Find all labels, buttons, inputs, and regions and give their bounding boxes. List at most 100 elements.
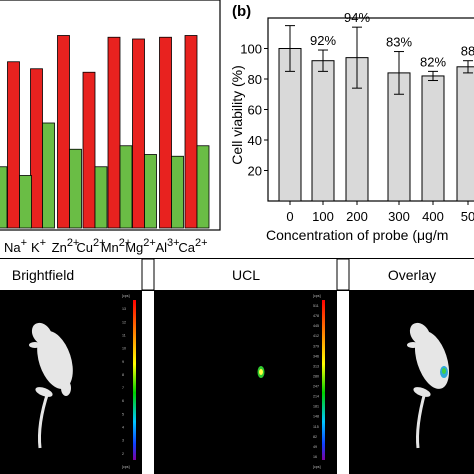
image-gap-2	[337, 291, 349, 474]
ion-selectivity-chart: xNa+K+Zn2+Cu2+Mn2+Mg2+Al3+Ca2+	[0, 0, 221, 255]
data-label-3: 83%	[386, 35, 412, 50]
scale-left-label-0: [cps]	[122, 294, 130, 298]
scale-left-label-11: 3	[122, 439, 124, 443]
scale-left-label-7: 7	[122, 386, 124, 390]
overlay-spot	[440, 366, 448, 378]
bar-a-s1-8	[196, 145, 210, 229]
scale-left-label-9: 5	[122, 412, 124, 416]
scale-right-label-16: 16	[313, 455, 317, 459]
scale-right-label-3: 445	[313, 324, 319, 328]
data-label-4: 82%	[420, 54, 446, 69]
bar-a-s0-7	[159, 36, 172, 229]
bar-b-4	[421, 75, 445, 202]
header-divider-1	[141, 258, 155, 291]
scale-right-label-5: 379	[313, 344, 319, 348]
scale-left-label-12: 2	[122, 452, 124, 456]
tick-label-a-1: Na+	[4, 237, 27, 255]
bar-a-s1-3	[69, 148, 82, 229]
tick-label-a-3: Zn2+	[52, 237, 80, 255]
imaging-panels: Brightfield UCL Overlay	[0, 258, 474, 474]
scale-right-label-13: 115	[313, 425, 319, 429]
scale-right-label-14: 82	[313, 435, 317, 439]
mouse-silhouette-brightfield	[29, 322, 73, 449]
bar-a-s1-1	[19, 175, 32, 229]
scale-right-label-7: 313	[313, 364, 319, 368]
bar-a-s1-4	[94, 166, 108, 229]
ucl-image	[154, 291, 337, 474]
colorscale-bar-right	[322, 300, 325, 460]
bar-a-s1-0	[0, 166, 8, 229]
scale-right-label-2: 478	[313, 314, 319, 318]
tick-label-a-2: K+	[31, 237, 46, 255]
tick-label-a-6: Mg2+	[125, 237, 156, 255]
x-axis-label: Concentration of probe (μg/m	[266, 227, 448, 243]
x-tick-label-4: 400	[422, 209, 444, 224]
brightfield-image	[0, 291, 142, 474]
chart-a-frame	[0, 0, 221, 231]
x-tick-label-5: 50	[461, 209, 474, 224]
bar-a-s1-6	[144, 154, 157, 229]
scale-right-label-4: 412	[313, 334, 319, 338]
bar-a-s1-7	[171, 155, 184, 229]
bar-b-1	[311, 60, 335, 202]
x-tick-label-2: 200	[346, 209, 368, 224]
scale-right-label-15: 49	[313, 445, 317, 449]
bar-a-s1-2	[42, 122, 55, 229]
x-tick-label-1: 100	[312, 209, 334, 224]
tick-label-a-5: Mn2+	[101, 237, 132, 255]
scale-right-label-9: 247	[313, 385, 319, 389]
error-bar-0	[285, 25, 295, 72]
header-ucl: UCL	[232, 267, 260, 283]
y-axis-label: Cell viability (%)	[229, 65, 245, 165]
scale-left-label-10: 4	[122, 426, 124, 430]
bar-a-s0-1	[7, 61, 20, 229]
scale-left-label-13: [cps]	[122, 465, 130, 469]
scale-left-label-5: 9	[122, 360, 124, 364]
scale-left-label-1: 13	[122, 307, 126, 311]
bar-a-s0-5	[107, 36, 121, 229]
scale-left-label-4: 10	[122, 347, 126, 351]
scale-right-label-6: 346	[313, 354, 319, 358]
error-bar-3	[394, 51, 404, 95]
bar-a-s0-2	[30, 68, 43, 229]
scale-right-label-12: 148	[313, 415, 319, 419]
overlay-image	[349, 291, 474, 474]
bar-a-s1-5	[119, 145, 133, 229]
y-tick-label-2: 60	[248, 103, 262, 118]
scale-left-label-3: 11	[122, 333, 126, 337]
data-label-2: 94%	[344, 10, 370, 25]
colorscale-bar-left	[133, 300, 136, 460]
header-brightfield: Brightfield	[12, 267, 74, 283]
scale-left-label-2: 12	[122, 320, 126, 324]
scale-right-label-0: [cps]	[313, 294, 321, 298]
header-divider-2	[336, 258, 350, 291]
cell-viability-chart: 92% 94% 83% 82% 88 20 40 60 80 100 0 100 200 300 400…	[229, 10, 474, 243]
data-label-1: 92%	[310, 33, 336, 48]
tick-label-a-7: Al3+	[155, 237, 179, 255]
y-tick-label-3: 80	[248, 72, 262, 87]
scale-left-label-8: 6	[122, 399, 124, 403]
bar-a-s0-8	[184, 35, 198, 229]
error-bar-2	[352, 26, 362, 89]
bar-a-s0-4	[82, 71, 96, 229]
bar-a-s0-6	[132, 38, 145, 229]
scale-right-label-8: 280	[313, 374, 319, 378]
y-tick-label-4: 100	[240, 42, 262, 57]
scale-right-label-17: [cps]	[313, 465, 321, 469]
tick-label-a-8: Ca2+	[178, 237, 207, 255]
image-gap-1	[142, 291, 154, 474]
panel-b-label: (b)	[232, 3, 251, 20]
y-tick-label-0: 20	[248, 164, 262, 179]
luminescence-spot	[257, 366, 265, 378]
x-tick-label-0: 0	[286, 209, 293, 224]
y-tick-label-1: 40	[248, 133, 262, 148]
error-bar-1	[318, 49, 328, 72]
header-overlay: Overlay	[388, 267, 436, 283]
data-label-5: 88	[461, 44, 474, 59]
tick-label-a-4: Cu2+	[76, 237, 105, 255]
error-bar-4	[428, 70, 438, 82]
scale-right-label-1: 511	[313, 304, 319, 308]
x-tick-label-3: 300	[388, 209, 410, 224]
scale-right-label-11: 181	[313, 405, 319, 409]
